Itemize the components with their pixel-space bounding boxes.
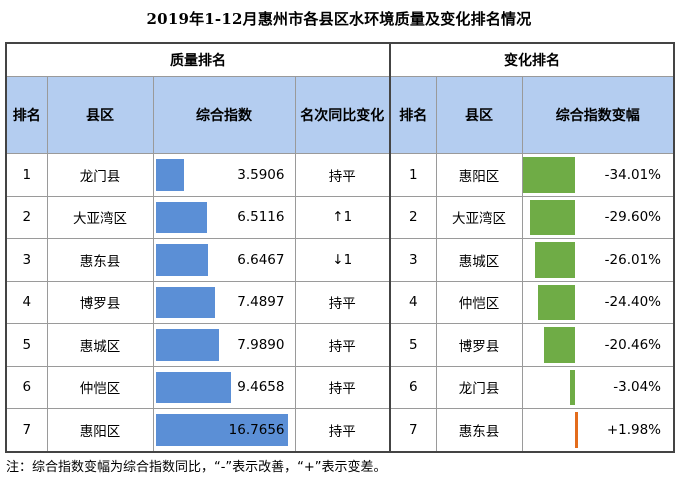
worsening-bar [574, 412, 578, 448]
quality-index-value: 3.5906 [237, 166, 285, 183]
quality-index-cell: 6.6467 [152, 238, 296, 282]
index-change-header: 综合指数变幅 [521, 76, 675, 154]
quality-index-bar [155, 201, 207, 233]
quality-index-value: 7.4897 [237, 294, 285, 311]
change-county-cell: 龙门县 [435, 365, 523, 409]
quality-county-cell: 大亚湾区 [46, 195, 154, 239]
improvement-bar [523, 157, 575, 193]
quality-index-bar [155, 286, 215, 318]
improvement-bar [569, 369, 575, 405]
quality-group-header: 质量排名 [5, 42, 391, 77]
rank-change-cell: ↓1 [294, 238, 391, 282]
index-change-value: +1.98% [606, 421, 662, 438]
index-change-cell: -3.04% [521, 365, 675, 409]
table-row: 2 大亚湾区 6.5116 ↑1 2 大亚湾区 -29.60% [5, 195, 675, 239]
rank-change-cell: 持平 [294, 323, 391, 367]
index-change-value: -34.01% [604, 166, 662, 183]
rank-change-cell: ↑1 [294, 195, 391, 239]
quality-index-cell: 7.9890 [152, 323, 296, 367]
table-row: 4 博罗县 7.4897 持平 4 仲恺区 -24.40% [5, 280, 675, 324]
quality-index-cell: 6.5116 [152, 195, 296, 239]
change-rank-cell: 3 [389, 238, 437, 282]
index-header: 综合指数 [152, 76, 296, 154]
change-rank-cell: 4 [389, 280, 437, 324]
quality-index-value: 16.7656 [228, 421, 285, 438]
quality-index-value: 6.6467 [237, 251, 285, 268]
quality-county-cell: 惠阳区 [46, 408, 154, 452]
quality-county-cell: 博罗县 [46, 280, 154, 324]
rank-change-cell: 持平 [294, 365, 391, 409]
index-change-cell: -26.01% [521, 238, 675, 282]
index-change-value: -24.40% [604, 294, 662, 311]
quality-index-value: 7.9890 [237, 336, 285, 353]
quality-index-cell: 16.7656 [152, 408, 296, 452]
change-rank-cell: 7 [389, 408, 437, 452]
table-row: 7 惠阳区 16.7656 持平 7 惠东县 +1.98% [5, 408, 675, 452]
quality-index-bar [155, 414, 288, 446]
quality-rank-cell: 6 [5, 365, 48, 409]
quality-rank-cell: 3 [5, 238, 48, 282]
change-rank-cell: 2 [389, 195, 437, 239]
quality-county-cell: 龙门县 [46, 153, 154, 197]
index-change-cell: -34.01% [521, 153, 675, 197]
change-county-cell: 博罗县 [435, 323, 523, 367]
table-row: 6 仲恺区 9.4658 持平 6 龙门县 -3.04% [5, 365, 675, 409]
page-title: 2019年1-12月惠州市各县区水环境质量及变化排名情况 [146, 10, 532, 28]
table-row: 5 惠城区 7.9890 持平 5 博罗县 -20.46% [5, 323, 675, 367]
quality-index-bar [155, 329, 219, 361]
table-row: 3 惠东县 6.6467 ↓1 3 惠城区 -26.01% [5, 238, 675, 282]
quality-rank-cell: 1 [5, 153, 48, 197]
rank-header: 排名 [5, 76, 48, 154]
quality-index-value: 9.4658 [237, 379, 285, 396]
change-rank-header: 排名 [389, 76, 437, 154]
change-group-header: 变化排名 [388, 42, 675, 77]
quality-index-bar [155, 371, 231, 403]
change-rank-cell: 5 [389, 323, 437, 367]
index-change-cell: -29.60% [521, 195, 675, 239]
quality-index-cell: 3.5906 [152, 153, 296, 197]
quality-rank-cell: 7 [5, 408, 48, 452]
quality-index-cell: 9.4658 [152, 365, 296, 409]
change-county-cell: 惠东县 [435, 408, 523, 452]
quality-county-cell: 惠东县 [46, 238, 154, 282]
ranking-table: 质量排名 变化排名 排名 县区 综合指数 名次同比变化 排名 县区 综合指数变幅… [5, 42, 676, 453]
quality-rank-cell: 5 [5, 323, 48, 367]
index-change-value: -3.04% [613, 379, 662, 396]
quality-index-bar [155, 244, 208, 276]
change-county-cell: 仲恺区 [435, 280, 523, 324]
county-header: 县区 [46, 76, 154, 154]
quality-index-value: 6.5116 [237, 209, 285, 226]
change-county-cell: 大亚湾区 [435, 195, 523, 239]
footnote: 注：综合指数变幅为综合指数同比，“-”表示改善，“+”表示变差。 [6, 460, 387, 475]
index-change-cell: -24.40% [521, 280, 675, 324]
rank-change-header: 名次同比变化 [294, 76, 391, 154]
rank-change-cell: 持平 [294, 408, 391, 452]
improvement-bar [529, 199, 575, 235]
quality-index-bar [155, 159, 184, 191]
quality-county-cell: 仲恺区 [46, 365, 154, 409]
table-row: 1 龙门县 3.5906 持平 1 惠阳区 -34.01% [5, 153, 675, 197]
rank-change-cell: 持平 [294, 153, 391, 197]
change-county-cell: 惠阳区 [435, 153, 523, 197]
change-county-header: 县区 [435, 76, 523, 154]
quality-rank-cell: 2 [5, 195, 48, 239]
improvement-bar [534, 242, 575, 278]
change-county-cell: 惠城区 [435, 238, 523, 282]
improvement-bar [543, 327, 575, 363]
index-change-value: -20.46% [604, 336, 662, 353]
index-change-cell: -20.46% [521, 323, 675, 367]
quality-rank-cell: 4 [5, 280, 48, 324]
improvement-bar [537, 284, 575, 320]
change-rank-cell: 6 [389, 365, 437, 409]
rank-change-cell: 持平 [294, 280, 391, 324]
index-change-cell: +1.98% [521, 408, 675, 452]
index-change-value: -26.01% [604, 251, 662, 268]
change-rank-cell: 1 [389, 153, 437, 197]
quality-county-cell: 惠城区 [46, 323, 154, 367]
index-change-value: -29.60% [604, 209, 662, 226]
quality-index-cell: 7.4897 [152, 280, 296, 324]
